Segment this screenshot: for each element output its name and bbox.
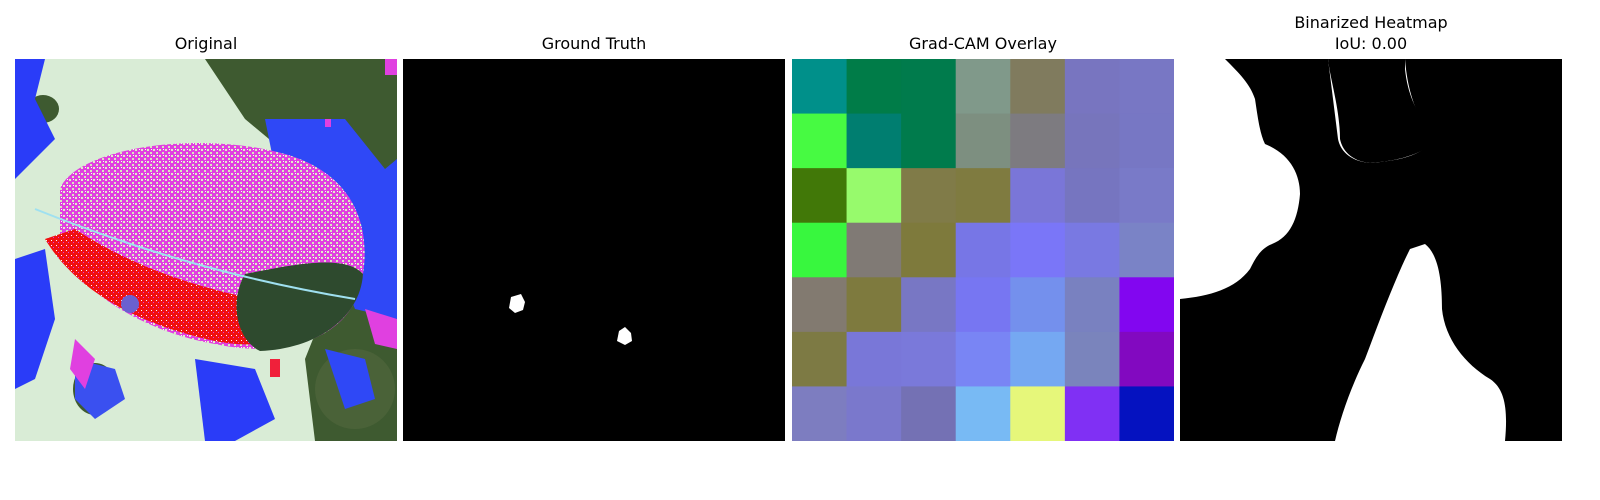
gradcam-cell xyxy=(1064,113,1120,169)
gradcam-cell xyxy=(846,386,902,441)
gradcam-cell xyxy=(901,386,957,441)
gradcam-cell xyxy=(1010,331,1066,387)
panel-title-gradcam: Grad-CAM Overlay xyxy=(909,34,1057,53)
gradcam-cell xyxy=(955,113,1011,169)
gradcam-cell xyxy=(1064,386,1120,441)
gradcam-cell xyxy=(792,222,848,278)
gradcam-cell xyxy=(1010,222,1066,278)
binarized-mask-region xyxy=(1225,59,1438,163)
gradcam-cell xyxy=(901,331,957,387)
gradcam-cell xyxy=(1010,386,1066,441)
gradcam-cell xyxy=(1119,386,1174,441)
gradcam-cell xyxy=(1119,168,1174,224)
gradcam-cell xyxy=(955,386,1011,441)
panel-title-binarized: Binarized Heatmap xyxy=(1294,13,1448,32)
gradcam-cell xyxy=(792,386,848,441)
ground-truth-mask xyxy=(403,59,785,441)
gradcam-cell xyxy=(1064,277,1120,333)
gradcam-cell xyxy=(792,168,848,224)
gradcam-cell xyxy=(1119,277,1174,333)
panel-original: Original xyxy=(15,0,397,500)
gradcam-cell xyxy=(792,331,848,387)
gradcam-cell xyxy=(1119,331,1174,387)
iou-score-label: IoU: 0.00 xyxy=(1334,34,1408,53)
gradcam-cell xyxy=(1064,168,1120,224)
gradcam-cell xyxy=(846,331,902,387)
gradcam-cell xyxy=(1119,222,1174,278)
gradcam-cell xyxy=(1010,113,1066,169)
panel-gradcam: Grad-CAM Overlay xyxy=(792,0,1174,500)
gradcam-cell xyxy=(846,222,902,278)
gradcam-cell xyxy=(1010,168,1066,224)
gradcam-heatmap-grid xyxy=(792,59,1174,441)
panel-title-original: Original xyxy=(174,34,238,53)
panel-ground-truth: Ground Truth xyxy=(403,0,785,500)
gradcam-cell xyxy=(792,277,848,333)
gradcam-cell xyxy=(955,59,1011,115)
gradcam-cell xyxy=(1064,59,1120,115)
panel-title-ground-truth: Ground Truth xyxy=(541,34,647,53)
mask-blob-1 xyxy=(509,294,525,313)
binarized-heatmap xyxy=(1180,59,1562,441)
gradcam-cell xyxy=(846,168,902,224)
gradcam-cell xyxy=(846,59,902,115)
gradcam-cell xyxy=(1119,113,1174,169)
gradcam-cell xyxy=(792,59,848,115)
gradcam-cell xyxy=(1119,59,1174,115)
gradcam-cell xyxy=(955,168,1011,224)
gradcam-cell xyxy=(901,59,957,115)
gradcam-cell xyxy=(955,277,1011,333)
gradcam-cell xyxy=(955,222,1011,278)
gradcam-cell xyxy=(901,113,957,169)
gradcam-cell xyxy=(1064,331,1120,387)
gradcam-cell xyxy=(901,277,957,333)
gradcam-cell xyxy=(846,113,902,169)
mask-blob-2 xyxy=(617,327,632,345)
gradcam-cell xyxy=(792,113,848,169)
panel-binarized: Binarized Heatmap IoU: 0.00 xyxy=(1180,0,1562,500)
gradcam-cell xyxy=(1064,222,1120,278)
original-leaf-image xyxy=(15,59,397,441)
gradcam-cell xyxy=(901,222,957,278)
gradcam-cell xyxy=(1010,277,1066,333)
gradcam-cell xyxy=(1010,59,1066,115)
gradcam-cell xyxy=(955,331,1011,387)
gradcam-cell xyxy=(901,168,957,224)
gradcam-cell xyxy=(846,277,902,333)
